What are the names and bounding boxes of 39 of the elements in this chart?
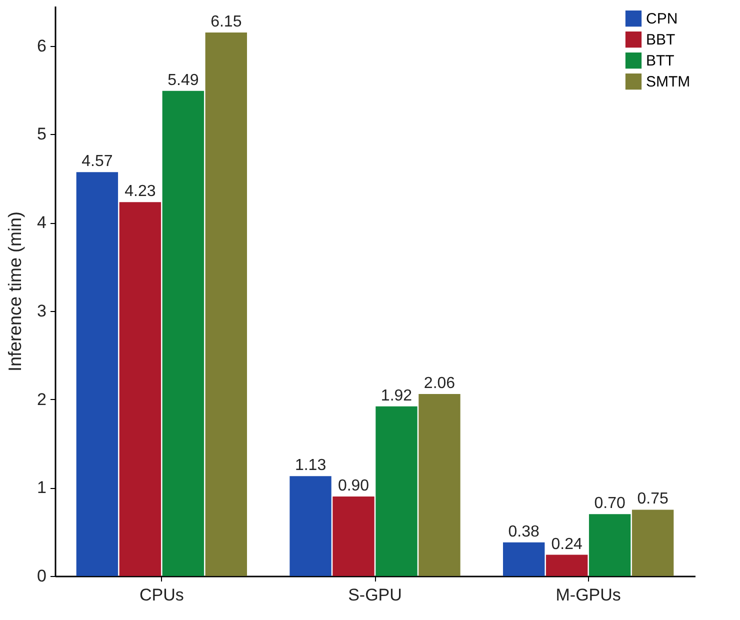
bar: [332, 496, 374, 576]
data-label: 0.70: [594, 495, 626, 512]
bar: [546, 554, 588, 576]
y-tick-label: 3: [37, 301, 46, 320]
data-label: 1.92: [380, 387, 412, 404]
x-tick-label: CPUs: [139, 586, 184, 604]
legend-label: BBT: [646, 32, 676, 48]
x-tick-label: S-GPU: [348, 586, 402, 604]
data-label: 0.75: [637, 490, 668, 508]
data-label: 1.13: [294, 457, 326, 474]
legend-label: CPN: [646, 10, 678, 28]
y-tick-label: 0: [37, 566, 46, 586]
bar: [418, 394, 460, 576]
data-label: 0.90: [338, 477, 370, 494]
data-label: 5.49: [168, 72, 199, 89]
legend-label: SMTM: [646, 74, 690, 90]
bar: [503, 542, 545, 576]
bar: [632, 510, 674, 576]
data-label: 4.23: [124, 183, 156, 200]
bar: [290, 476, 332, 576]
y-tick-label: 4: [37, 213, 46, 232]
data-label: 6.15: [210, 14, 242, 31]
legend-label: BTT: [646, 52, 674, 70]
data-label: 0.24: [551, 536, 583, 553]
y-tick-label: 2: [37, 390, 46, 409]
y-axis-title: Inference time (min): [5, 211, 26, 372]
bar: [376, 406, 418, 576]
y-tick-label: 1: [37, 478, 46, 498]
bar: [119, 202, 162, 576]
data-label: 4.57: [82, 153, 113, 170]
y-tick-label: 5: [37, 124, 46, 144]
bar: [162, 90, 204, 576]
bar: [205, 32, 247, 576]
data-label: 2.06: [424, 374, 456, 392]
x-tick-label: M-GPUs: [556, 586, 621, 604]
data-label: 0.38: [508, 523, 540, 540]
bar: [588, 514, 631, 576]
y-tick-label: 6: [37, 36, 46, 56]
bar: [76, 172, 118, 576]
